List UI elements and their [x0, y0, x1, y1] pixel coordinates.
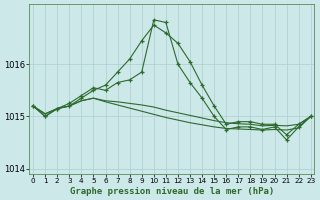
X-axis label: Graphe pression niveau de la mer (hPa): Graphe pression niveau de la mer (hPa) — [70, 187, 274, 196]
